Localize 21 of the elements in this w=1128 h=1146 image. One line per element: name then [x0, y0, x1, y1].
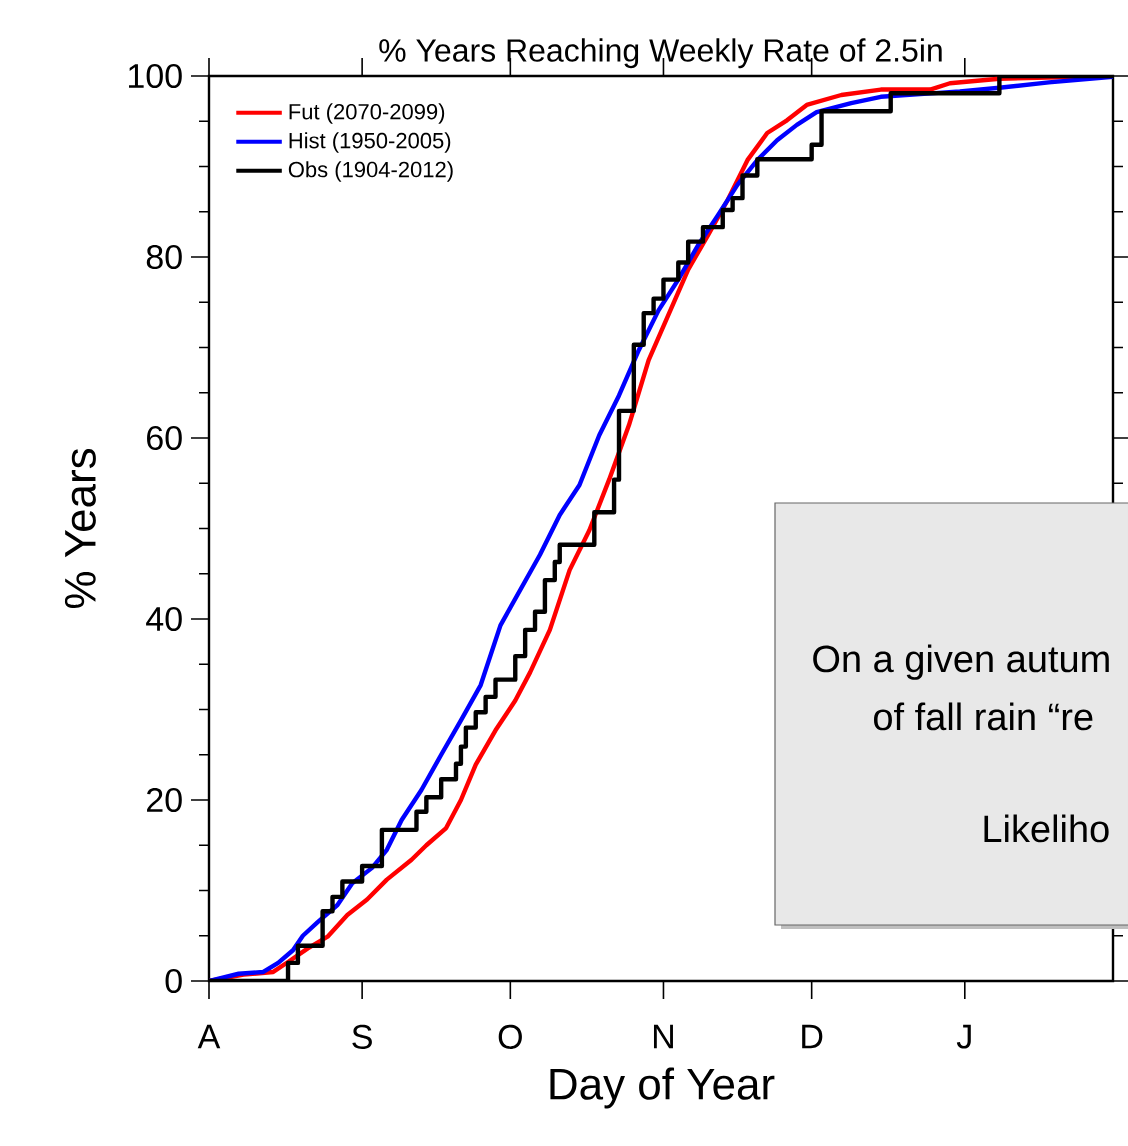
x-tick-label: S — [352, 1024, 372, 1049]
x-tick-label: J — [956, 1024, 971, 1049]
x-tick-label: N — [653, 1024, 673, 1049]
x-tick-label: O — [498, 1024, 522, 1049]
legend-label: Fut (2070-2099) — [289, 103, 445, 124]
y-tick-label: 20 — [147, 787, 182, 813]
y-tick-label: 0 — [165, 968, 182, 994]
y-tick-label: 80 — [146, 244, 182, 270]
x-tick-label: D — [802, 1024, 823, 1049]
legend-label: Obs (1904-2012) — [288, 161, 453, 182]
y-axis-title: % Years — [64, 448, 96, 609]
annotation: of fall rain “re — [874, 702, 1093, 731]
x-axis-title: Day of Year — [550, 1067, 775, 1109]
chart-title: % Years Reaching Weekly Rate of 2.5in — [379, 38, 942, 69]
legend-label: Hist (1950-2005) — [289, 132, 451, 153]
x-tick-label: A — [197, 1024, 221, 1049]
annotation: On a given autum — [813, 644, 1109, 680]
y-tick-label: 100 — [129, 63, 182, 89]
annotation: Likeliho — [984, 814, 1109, 843]
y-tick-label: 60 — [147, 425, 182, 451]
y-tick-label: 40 — [146, 606, 182, 632]
